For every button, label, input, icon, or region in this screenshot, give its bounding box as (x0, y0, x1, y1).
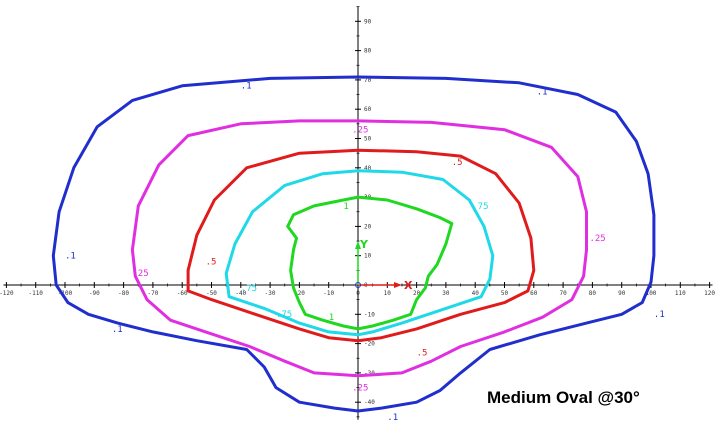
contour-label: .1 (65, 252, 76, 262)
contour-0-25 (130, 119, 588, 378)
y-tick-label: -40 (364, 399, 375, 406)
x-tick-label: -120 (0, 290, 14, 297)
x-tick-label: 100 (646, 290, 657, 297)
y-tick-label: 70 (364, 77, 372, 84)
contour-label: .25 (589, 234, 605, 244)
x-tick-label: 0 (356, 290, 360, 297)
x-tick-label: 50 (501, 290, 509, 297)
contour-label: .75 (241, 284, 257, 294)
figure-caption: Medium Oval @30° (487, 388, 640, 407)
contour-lines (51, 75, 656, 413)
x-tick-label: -100 (58, 290, 73, 297)
y-tick-label: -20 (364, 341, 375, 348)
x-tick-label: -60 (177, 290, 188, 297)
contour-label: .75 (472, 202, 488, 212)
y-axis-name: Y (359, 238, 369, 251)
x-tick-label: 90 (618, 290, 626, 297)
contour-label: .25 (352, 126, 368, 136)
y-tick-label: -30 (364, 370, 375, 377)
contour-0-1 (51, 75, 656, 413)
y-tick-label: 10 (364, 253, 372, 260)
y-tick-label: 60 (364, 106, 372, 113)
contour-label: 1 (343, 202, 348, 212)
contour-label: .1 (654, 310, 665, 320)
contour-label: 1 (329, 313, 334, 323)
x-tick-label: -110 (28, 290, 43, 297)
x-tick-label: -40 (235, 290, 246, 297)
x-tick-label: 60 (530, 290, 538, 297)
y-tick-label: 50 (364, 136, 372, 143)
x-tick-label: 80 (589, 290, 597, 297)
x-tick-label: 70 (559, 290, 567, 297)
contour-label: .1 (241, 82, 252, 92)
x-tick-label: 20 (413, 290, 421, 297)
x-tick-label: -80 (118, 290, 129, 297)
x-tick-label: 110 (675, 290, 686, 297)
y-tick-label: 80 (364, 48, 372, 55)
y-tick-label: 20 (364, 223, 372, 230)
contour-label: .5 (452, 158, 463, 168)
x-tick-label: -90 (89, 290, 100, 297)
x-arrow-head (394, 282, 402, 288)
contour-label: .5 (206, 257, 217, 267)
x-tick-label: 30 (442, 290, 450, 297)
x-axis-name: X (404, 279, 413, 292)
x-tick-label: -10 (323, 290, 334, 297)
origin-marker: XY (355, 238, 413, 292)
contour-label: .1 (387, 413, 398, 423)
x-tick-label: -30 (265, 290, 276, 297)
contour-label: .1 (112, 325, 123, 335)
contour-label: .25 (352, 383, 368, 393)
x-tick-label: -20 (294, 290, 305, 297)
y-tick-label: 90 (364, 18, 372, 25)
y-tick-label: -10 (364, 311, 375, 318)
y-tick-label: 40 (364, 165, 372, 172)
axes: -120 -110 -100 -90 -80 -70 -60 -50 -40 -30 -20 -10 0… (0, 6, 715, 420)
contour-labels: .1 .1 .1 .1 .1 .1 .25 .25 .25 .25 .5 .5 .5 .75 .75 .75 1… (65, 82, 665, 423)
contour-1 (286, 195, 454, 331)
x-tick-label: -50 (206, 290, 217, 297)
contour-label: .5 (417, 348, 428, 358)
x-tick-label: 40 (472, 290, 480, 297)
contour-label: .1 (537, 88, 548, 98)
origin-dot (355, 282, 361, 288)
contour-0-5 (186, 148, 536, 343)
y-arrow-head (355, 241, 361, 249)
contour-label: .25 (132, 269, 148, 279)
contour-label: .75 (276, 310, 292, 320)
x-tick-label: -70 (147, 290, 158, 297)
x-tick-label: 120 (704, 290, 715, 297)
contour-0-75 (224, 169, 495, 337)
x-tick-label: 10 (384, 290, 392, 297)
